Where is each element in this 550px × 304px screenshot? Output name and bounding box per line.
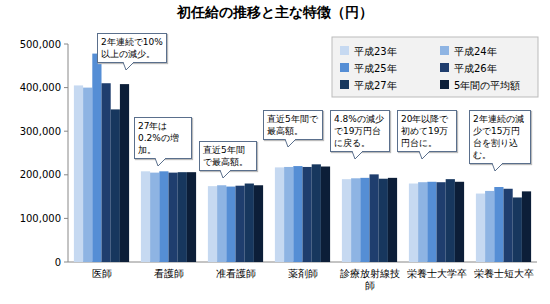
tick-label: 300,000: [20, 126, 61, 137]
bar: [303, 167, 312, 262]
tick: [64, 262, 68, 263]
bar: [312, 164, 321, 262]
category-label: 医師: [71, 268, 133, 280]
bar: [208, 186, 217, 262]
tick: [64, 174, 68, 175]
bar: [427, 182, 436, 262]
legend-swatch: [440, 80, 449, 89]
bar: [141, 171, 150, 262]
bar: [74, 85, 83, 262]
bar: [342, 179, 351, 262]
tick-label: 200,000: [20, 169, 61, 180]
legend-label: 平成23年: [354, 46, 397, 57]
bar: [254, 185, 263, 262]
annotation: 直近5年間で最高額。: [199, 141, 257, 171]
annotation-tail-shape: [220, 170, 231, 178]
annotation-tail: [219, 170, 233, 179]
bar: [504, 189, 513, 262]
bar: [494, 187, 503, 262]
legend-label: 平成24年: [454, 46, 497, 57]
bar: [245, 184, 254, 262]
bar: [102, 83, 111, 262]
bar: [92, 54, 101, 262]
tick: [64, 44, 68, 45]
bar: [83, 88, 92, 262]
y-axis: [68, 44, 69, 262]
annotation: 20年以降で初めて19万円台に。: [397, 110, 457, 152]
bar: [169, 173, 178, 262]
bar: [284, 167, 293, 262]
bar: [370, 174, 379, 262]
tick: [64, 87, 68, 88]
tick: [64, 218, 68, 219]
bar: [187, 172, 196, 262]
annotation-tail-shape: [155, 158, 166, 166]
tick-label: 400,000: [20, 82, 61, 93]
bar: [150, 173, 159, 262]
bar: [437, 182, 446, 262]
legend-label: 5年間の平均額: [454, 80, 520, 91]
category-label: 准看護師: [205, 268, 267, 280]
bar: [178, 172, 187, 262]
category-label: 看護師: [138, 268, 200, 280]
bar: [446, 179, 455, 262]
annotation-tail-shape: [123, 62, 134, 70]
annotation: 2年連続の減少で15万円台を割り込む。: [469, 110, 531, 164]
annotation: 2年連続で10%以上の減少。: [97, 33, 167, 63]
bar: [476, 194, 485, 262]
tick-label: 500,000: [20, 39, 61, 50]
bar: [217, 185, 226, 262]
bar: [418, 182, 427, 262]
legend-label: 平成25年: [354, 63, 397, 74]
category-label: 診療放射線技師: [339, 268, 401, 292]
bar: [159, 171, 168, 262]
annotation-tail: [351, 151, 365, 160]
tick-label: 100,000: [20, 213, 61, 224]
bar: [111, 109, 120, 262]
legend-label: 平成27年: [354, 80, 397, 91]
legend-label: 平成26年: [454, 63, 497, 74]
annotation-tail: [491, 163, 505, 172]
category-label: 薬剤師: [272, 268, 334, 280]
title: 初任給の推移と主な特徴（円）: [176, 4, 373, 20]
tick: [64, 131, 68, 132]
legend-swatch: [440, 63, 449, 72]
bar: [293, 166, 302, 262]
category-label: 栄養士短大卒: [473, 268, 535, 280]
bars: [74, 54, 531, 262]
bar: [236, 186, 245, 262]
annotation-tail-shape: [492, 163, 503, 171]
bar: [321, 167, 330, 262]
bar: [522, 191, 531, 262]
annotation-tail: [154, 158, 168, 167]
annotation-tail: [122, 62, 136, 71]
legend-swatch: [340, 63, 349, 72]
bar: [388, 178, 397, 262]
tick-label: 0: [55, 257, 61, 268]
legend-swatch: [340, 80, 349, 89]
annotation: 直近5年間で最高額。: [263, 110, 323, 140]
bar: [351, 178, 360, 262]
annotation-tail: [418, 151, 432, 160]
bar: [409, 184, 418, 262]
annotation-tail-shape: [419, 151, 430, 159]
annotation: 4.8%の減少で19万円台に戻る。: [330, 110, 390, 152]
bar: [485, 191, 494, 262]
bar: [275, 167, 284, 262]
bar: [379, 179, 388, 262]
legend-box: [332, 37, 538, 97]
bar: [120, 84, 129, 262]
legend-swatch: [440, 46, 449, 55]
annotation-tail: [284, 139, 298, 148]
chart: 初任給の推移と主な特徴（円） 0 100,000 200,000 300,000 400,…: [0, 0, 550, 304]
annotation: 27年は0.2%の増加。: [134, 117, 192, 159]
bar: [226, 187, 235, 262]
bar: [513, 197, 522, 262]
bar: [455, 182, 464, 262]
annotation-tail-shape: [285, 139, 296, 147]
bar: [360, 178, 369, 262]
legend-swatch: [340, 46, 349, 55]
annotation-tail-shape: [352, 151, 363, 159]
category-label: 栄養士大学卒: [406, 268, 468, 280]
